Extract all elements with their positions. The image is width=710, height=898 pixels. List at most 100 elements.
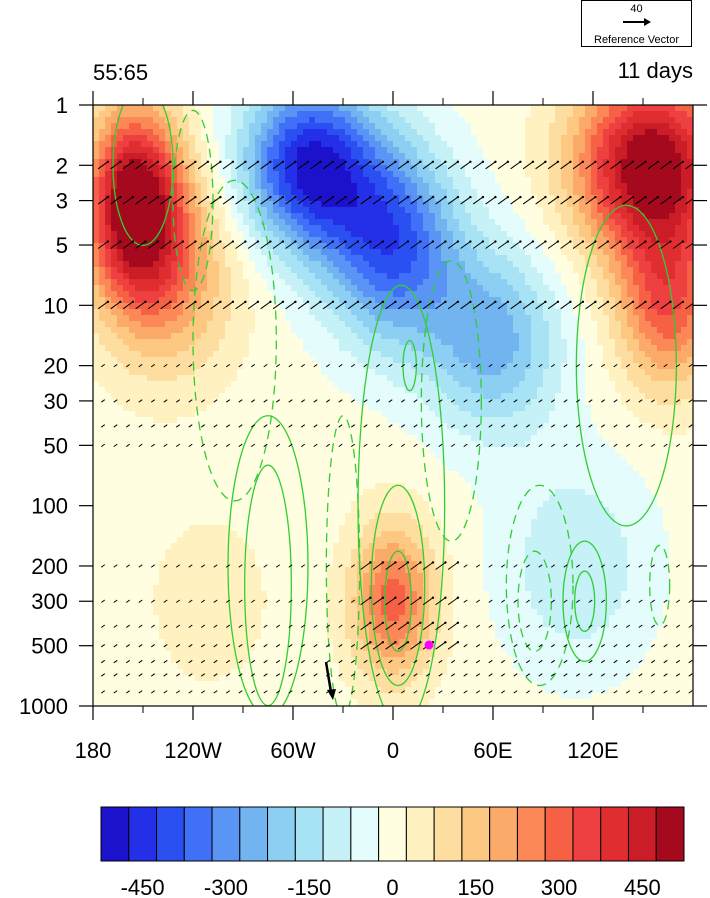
wind-vector (210, 195, 222, 205)
wind-vector (475, 624, 481, 628)
wind-vector (560, 160, 572, 170)
wind-vector (360, 160, 372, 170)
wind-vector (100, 599, 106, 603)
wind-vector (375, 399, 381, 403)
wind-vector (422, 300, 435, 310)
wind-vector (350, 624, 356, 628)
wind-vector (238, 443, 243, 448)
wind-vector (488, 424, 493, 428)
wind-vector (335, 300, 347, 310)
wind-vector (313, 424, 318, 428)
wind-vector (422, 240, 435, 249)
wind-vector (188, 644, 193, 648)
wind-vector (625, 624, 631, 628)
wind-vector (160, 240, 172, 249)
wind-vector (213, 599, 218, 603)
wind-vector (225, 690, 231, 694)
wind-vector (360, 621, 372, 631)
wind-vector (285, 160, 297, 170)
wind-vector (275, 659, 281, 664)
wind-vector (600, 443, 606, 448)
wind-vector (300, 564, 306, 568)
wind-vector (210, 240, 222, 249)
wind-vector (372, 300, 385, 310)
wind-vector (300, 599, 306, 603)
wind-vector (150, 363, 156, 368)
wind-vector (213, 644, 218, 648)
wind-vector (588, 690, 593, 694)
wind-vector (597, 195, 610, 205)
wind-vector (310, 300, 322, 310)
wind-vector (500, 690, 506, 694)
wind-vector (685, 198, 693, 205)
wind-vector (563, 564, 568, 568)
wind-vector (238, 363, 243, 368)
wind-vector (288, 599, 293, 603)
y-tick-label: 200 (31, 554, 68, 579)
wind-vector (660, 160, 672, 170)
wind-vector (388, 443, 393, 448)
colorbar-swatch (600, 806, 629, 862)
wind-vector (260, 300, 272, 310)
wind-vector (650, 564, 656, 568)
positive-contour (112, 105, 174, 247)
wind-vector (463, 564, 468, 568)
wind-vector (363, 659, 368, 664)
wind-vector (525, 399, 531, 403)
wind-vector (613, 564, 618, 568)
wind-vector (488, 443, 493, 448)
wind-vector (475, 564, 481, 568)
wind-vector (610, 240, 622, 249)
wind-vector (600, 624, 606, 628)
wind-vector (275, 690, 281, 694)
wind-vector (385, 195, 397, 205)
wind-vector (513, 443, 518, 448)
wind-vector (113, 564, 118, 568)
wind-vector (125, 564, 131, 568)
wind-vector (400, 399, 406, 403)
wind-vector (600, 673, 606, 677)
wind-vector (600, 399, 606, 403)
wind-vector (325, 363, 331, 368)
wind-vector (222, 195, 235, 205)
wind-vector (322, 160, 335, 170)
wind-vector (175, 599, 181, 603)
wind-vector (350, 673, 356, 677)
wind-vector (288, 564, 293, 568)
wind-vector (163, 564, 168, 568)
wind-vector (425, 363, 431, 368)
wind-vector (435, 300, 447, 310)
wind-vector (525, 363, 531, 368)
wind-vector (638, 363, 643, 368)
wind-vector (300, 644, 306, 648)
wind-vector (263, 659, 268, 664)
wind-vector (397, 596, 410, 606)
wind-vector (125, 659, 131, 664)
wind-vector (635, 195, 647, 205)
colorbar-swatch (572, 806, 602, 862)
wind-vector (413, 424, 418, 428)
wind-vector (335, 240, 347, 249)
wind-vector (525, 644, 531, 648)
wind-vector (513, 399, 518, 403)
wind-vector (138, 673, 143, 677)
wind-vector (663, 659, 668, 664)
wind-vector (625, 644, 631, 648)
wind-vector (113, 424, 118, 428)
wind-vector (350, 599, 356, 603)
wind-vector (638, 644, 643, 648)
wind-vector (185, 160, 197, 170)
wind-vector (288, 659, 293, 664)
wind-vector (375, 363, 381, 368)
wind-vector (163, 443, 168, 448)
wind-vector (597, 240, 610, 249)
wind-vector (688, 644, 693, 648)
wind-vector (100, 690, 106, 694)
wind-vector (138, 363, 143, 368)
wind-vector (497, 240, 510, 249)
wind-vector (222, 240, 235, 249)
wind-vector (310, 195, 322, 205)
wind-vector (260, 195, 272, 205)
wind-vector (525, 599, 531, 603)
wind-vector (113, 443, 118, 448)
